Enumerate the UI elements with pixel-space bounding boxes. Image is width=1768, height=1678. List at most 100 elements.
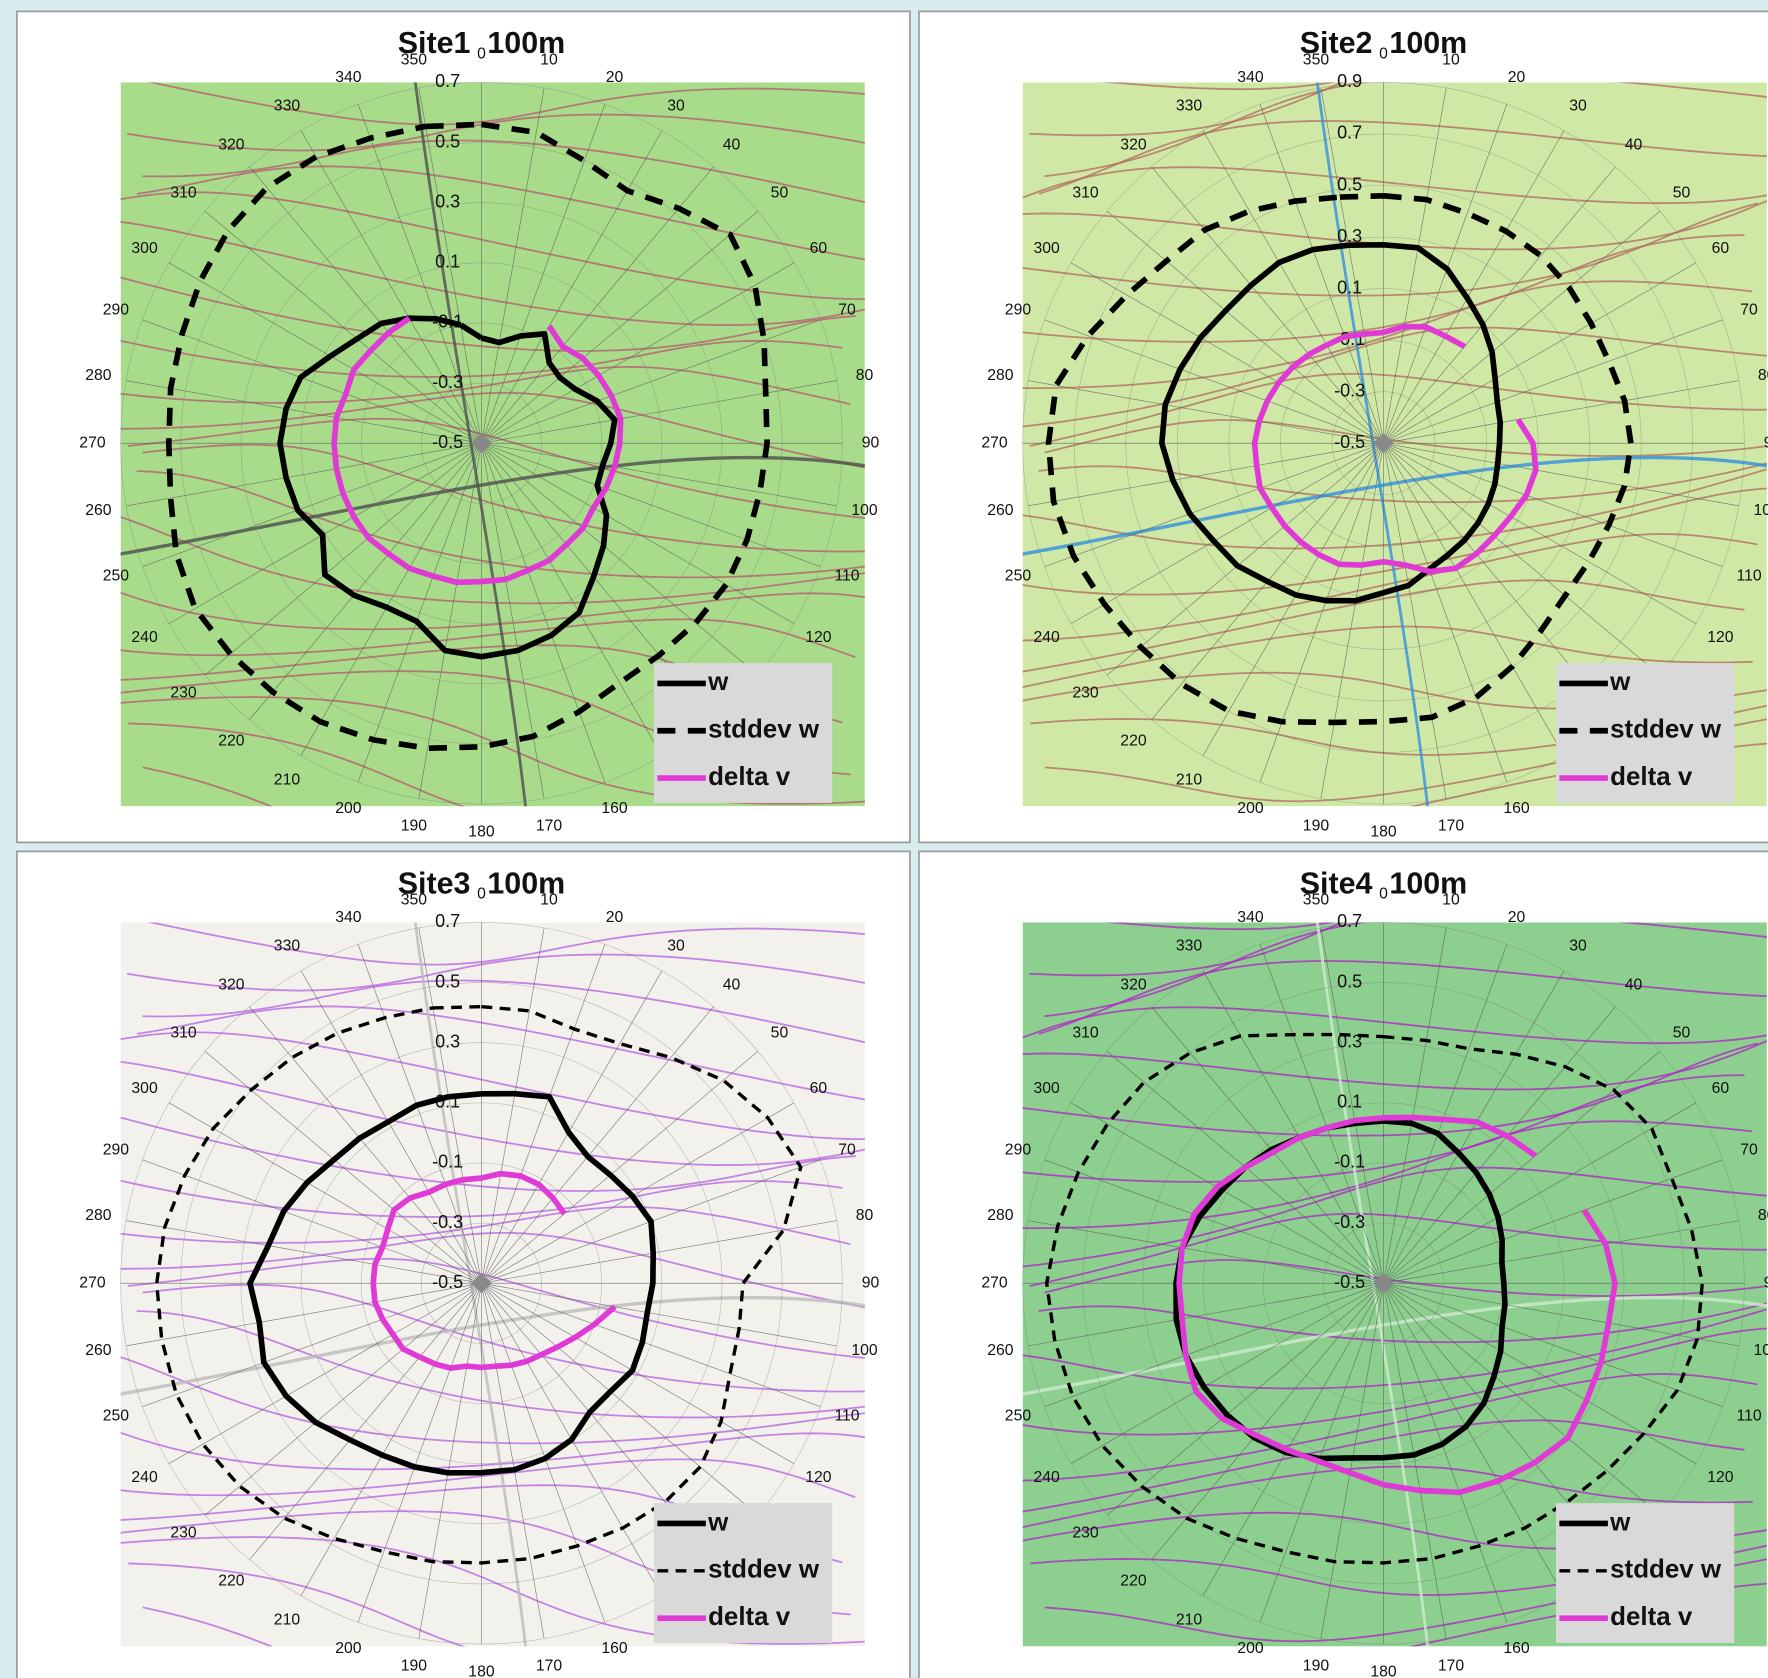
angle-label: 70: [1740, 301, 1758, 318]
angle-label: 340: [1237, 69, 1264, 86]
angle-label: 30: [667, 938, 685, 955]
angle-label: 110: [834, 1407, 859, 1424]
angle-label: 50: [1673, 1024, 1691, 1041]
angle-label: 40: [723, 976, 741, 993]
angle-label: 200: [335, 800, 362, 817]
r-tick-label: -0.5: [432, 432, 463, 452]
angle-label: 280: [987, 367, 1014, 384]
angle-label: 190: [401, 1658, 428, 1675]
panel: 0102030405060708090100110120130140150160…: [919, 822, 1768, 1678]
r-tick-label: -0.1: [432, 1152, 463, 1172]
angle-label: 50: [1673, 184, 1691, 201]
r-tick-label: 0.7: [435, 71, 460, 91]
r-tick-label: -0.5: [1334, 1272, 1365, 1292]
angle-label: 270: [981, 1274, 1008, 1291]
r-tick-label: -0.3: [1334, 1212, 1365, 1232]
angle-label: 20: [1508, 909, 1526, 926]
angle-label: 100: [1753, 1342, 1768, 1359]
angle-label: 90: [862, 434, 880, 451]
chart-title: Site4 100m: [1300, 866, 1468, 900]
angle-label: 120: [805, 1469, 832, 1486]
angle-label: 80: [856, 367, 874, 384]
angle-label: 80: [856, 1207, 874, 1224]
chart-title: Site2 100m: [1300, 26, 1468, 60]
angle-label: 290: [103, 301, 130, 318]
angle-label: 190: [1303, 817, 1330, 834]
angle-label: 70: [838, 301, 856, 318]
r-tick-label: 0.9: [1337, 71, 1362, 91]
legend-label: stddev w: [1610, 1556, 1722, 1584]
angle-label: 20: [606, 69, 624, 86]
angle-label: 260: [85, 1342, 112, 1359]
angle-label: 200: [1237, 1640, 1264, 1657]
angle-label: 280: [987, 1207, 1014, 1224]
panel: 0102030405060708090100110120130140150160…: [17, 851, 931, 1678]
angle-label: 280: [85, 1207, 112, 1224]
legend-label: w: [707, 668, 729, 696]
legend-label: w: [1609, 668, 1631, 696]
r-tick-label: 0.3: [435, 191, 460, 211]
angle-label: 110: [834, 567, 859, 584]
angle-label: 160: [601, 800, 628, 817]
angle-label: 320: [218, 136, 245, 153]
r-tick-label: 0.7: [1337, 123, 1362, 143]
angle-label: 70: [838, 1141, 856, 1158]
angle-label: 120: [805, 629, 832, 646]
angle-label: 210: [1176, 771, 1203, 788]
figure: 0102030405060708090100110120130140150160…: [0, 0, 1768, 1678]
legend-label: stddev w: [1610, 716, 1722, 744]
angle-label: 250: [103, 567, 130, 584]
angle-label: 230: [1072, 1524, 1099, 1541]
angle-label: 160: [1503, 800, 1530, 817]
angle-label: 230: [170, 684, 197, 701]
angle-label: 260: [85, 502, 112, 519]
angle-label: 110: [1736, 567, 1761, 584]
panel: 0102030405060708090100110120130140150160…: [919, 0, 1768, 847]
angle-label: 220: [1120, 732, 1147, 749]
angle-label: 60: [810, 240, 828, 257]
angle-label: 210: [274, 771, 301, 788]
angle-label: 40: [1625, 976, 1643, 993]
angle-label: 320: [218, 976, 245, 993]
angle-label: 180: [468, 823, 495, 840]
angle-label: 240: [131, 629, 158, 646]
r-tick-label: 0.5: [1337, 174, 1362, 194]
r-tick-label: -0.3: [432, 1212, 463, 1232]
angle-label: 50: [771, 184, 789, 201]
angle-label: 90: [1764, 434, 1768, 451]
angle-label: 270: [981, 434, 1008, 451]
angle-label: 310: [170, 1024, 197, 1041]
angle-label: 230: [1072, 684, 1099, 701]
angle-label: 200: [335, 1640, 362, 1657]
panel: 0102030405060708090100110120130140150160…: [17, 11, 931, 881]
angle-label: 310: [170, 184, 197, 201]
angle-label: 300: [131, 240, 158, 257]
r-tick-label: -0.5: [432, 1272, 463, 1292]
r-tick-label: 0.1: [435, 252, 460, 272]
angle-label: 20: [606, 909, 624, 926]
angle-label: 230: [170, 1524, 197, 1541]
angle-label: 210: [1176, 1611, 1203, 1628]
angle-label: 80: [1758, 367, 1768, 384]
angle-label: 320: [1120, 976, 1147, 993]
angle-label: 260: [987, 502, 1014, 519]
angle-label: 250: [1005, 1407, 1032, 1424]
angle-label: 90: [1764, 1274, 1768, 1291]
angle-label: 310: [1072, 184, 1099, 201]
chart-title: Site3 100m: [398, 866, 566, 900]
angle-label: 20: [1508, 69, 1526, 86]
legend-label: delta v: [708, 763, 791, 791]
angle-label: 120: [1707, 629, 1734, 646]
angle-label: 330: [274, 98, 301, 115]
angle-label: 340: [335, 909, 362, 926]
legend-label: delta v: [1610, 1603, 1693, 1631]
angle-label: 330: [1176, 98, 1203, 115]
r-tick-label: -0.3: [432, 372, 463, 392]
angle-label: 180: [1370, 1663, 1397, 1678]
r-tick-label: 0.7: [1337, 911, 1362, 931]
angle-label: 200: [1237, 800, 1264, 817]
angle-label: 300: [1033, 240, 1060, 257]
angle-label: 180: [468, 1663, 495, 1678]
angle-label: 220: [218, 732, 245, 749]
angle-label: 30: [667, 98, 685, 115]
